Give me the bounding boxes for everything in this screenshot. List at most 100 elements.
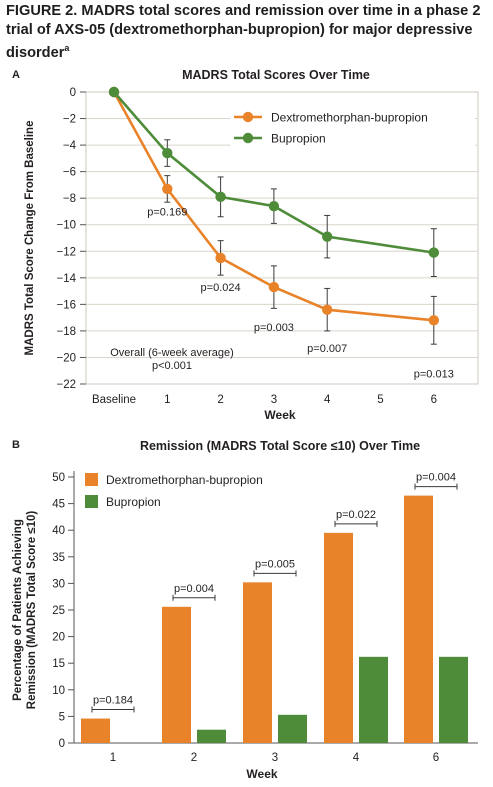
panel-a-pvalue-label: p=0.024 bbox=[201, 282, 241, 294]
panel-a-x-tick-label: 5 bbox=[377, 394, 383, 406]
panel-a-x-tick-label: 3 bbox=[271, 394, 277, 406]
panel-b-legend-label: Dextromethorphan-bupropion bbox=[106, 473, 263, 487]
panel-a-series bbox=[108, 86, 439, 345]
panel-b-bar bbox=[81, 718, 110, 743]
panel-a-pvalue-label: p=0.003 bbox=[254, 322, 294, 334]
panel-b-x-tick-label: 1 bbox=[110, 752, 116, 764]
panel-a-y-axis-label: MADRS Total Score Change From Baseline bbox=[24, 121, 36, 356]
panel-a-data-point bbox=[268, 281, 280, 293]
panel-b-x-tick-label: 3 bbox=[272, 752, 278, 764]
panel-a-x-tick-label: 1 bbox=[164, 394, 170, 406]
panel-a-y-tick-label: −22 bbox=[56, 379, 76, 391]
figure-title-footnote-mark: a bbox=[64, 43, 70, 53]
panel-a-x-tick-label: 4 bbox=[324, 394, 331, 406]
panel-a-x-tick-label: Baseline bbox=[92, 394, 136, 406]
panel-a-pvalue-label: p=0.007 bbox=[307, 343, 347, 355]
panel-a-overall-note: Overall (6-week average) bbox=[110, 347, 234, 359]
panel-a-baseline-point bbox=[108, 86, 120, 98]
panel-b-x-tick-label: 4 bbox=[353, 752, 360, 764]
panel-a-y-tick-label: −10 bbox=[56, 220, 76, 232]
panel-a-label: A bbox=[12, 69, 20, 81]
panel-a-data-point bbox=[428, 247, 439, 258]
panel-a-x-axis-label: Week bbox=[264, 408, 295, 422]
panel-a-overall-p: p<0.001 bbox=[152, 360, 192, 372]
figure-title: FIGURE 2. MADRS total scores and remissi… bbox=[6, 3, 481, 61]
panel-b-bar bbox=[162, 606, 191, 743]
panel-b-legend-label: Bupropion bbox=[106, 495, 161, 509]
panel-a-legend-swatch-marker bbox=[242, 111, 254, 123]
panel-b-pvalue-label: p=0.005 bbox=[255, 558, 295, 570]
panel-b-y-tick-label: 5 bbox=[59, 711, 65, 723]
panel-a-data-point bbox=[322, 304, 333, 315]
panel-b-pvalue-label: p=0.004 bbox=[174, 583, 214, 595]
panel-a-series-line bbox=[112, 91, 434, 322]
panel-a-y-tick-label: −6 bbox=[63, 167, 76, 179]
panel-b-y-axis: 0 5 10 15 20 25 30 35 40 45 50 bbox=[52, 471, 75, 750]
panel-a-series-line bbox=[113, 91, 434, 254]
panel-b-legend-swatch bbox=[85, 495, 98, 508]
panel-a-grid bbox=[86, 118, 478, 358]
panel-b-legend-swatch bbox=[85, 473, 98, 486]
panel-a-pvalue-label: p=0.169 bbox=[147, 206, 187, 218]
panel-b-y-tick-label: 50 bbox=[52, 472, 65, 484]
panel-b-pvalue-label: p=0.184 bbox=[93, 695, 133, 707]
panel-b-y-tick-label: 0 bbox=[59, 738, 65, 750]
panel-b: B Remission (MADRS Total Score ≤10) Over… bbox=[12, 439, 478, 781]
panel-b-pvalues: p=0.184 p=0.004 p=0.005 p=0.022 p=0.004 bbox=[91, 472, 458, 713]
panel-a-annotations: p=0.169 p=0.024 p=0.003 p=0.007 p=0.013 bbox=[147, 206, 454, 380]
panel-b-pvalue-label: p=0.004 bbox=[416, 472, 456, 484]
panel-a-y-tick-label: −8 bbox=[63, 193, 76, 205]
panel-a-y-tick-label: −16 bbox=[56, 299, 76, 311]
panel-a-data-point bbox=[215, 191, 226, 203]
panel-a-y-tick-label: −2 bbox=[63, 114, 76, 126]
panel-a-legend-label: Bupropion bbox=[271, 132, 326, 146]
panel-a-y-tick-label: −4 bbox=[63, 140, 77, 152]
panel-b-y-tick-label: 30 bbox=[52, 578, 65, 590]
panel-a-y-tick-label: −12 bbox=[56, 246, 76, 258]
panel-b-title: Remission (MADRS Total Score ≤10) Over T… bbox=[140, 439, 420, 453]
panel-a-legend-label: Dextromethorphan-bupropion bbox=[271, 111, 428, 125]
panel-b-bar bbox=[404, 495, 433, 743]
panel-a-data-point bbox=[428, 315, 439, 326]
panel-a-legend-swatch-marker bbox=[242, 132, 254, 144]
panel-a-y-axis: 0 −2 −4 −6 −8 −10 −12 −14 −16 −18 −20 −22 bbox=[56, 87, 86, 391]
panel-b-y-tick-label: 10 bbox=[52, 685, 65, 697]
panel-b-x-axis-label: Week bbox=[246, 767, 277, 781]
panel-a-y-tick-label: −14 bbox=[56, 273, 76, 285]
panel-a-legend-background bbox=[230, 104, 475, 150]
panel-a-x-axis: Baseline 1 2 3 4 5 6 bbox=[92, 394, 437, 406]
panel-a-data-point bbox=[322, 231, 333, 242]
panel-a-pvalue-label: p=0.013 bbox=[414, 368, 454, 380]
panel-b-label: B bbox=[12, 439, 20, 451]
panel-a-data-point bbox=[215, 252, 226, 264]
panel-b-x-tick-label: 6 bbox=[433, 752, 439, 764]
panel-a-data-point bbox=[268, 200, 280, 212]
panel-b-y-tick-label: 40 bbox=[52, 525, 65, 537]
panel-b-y-axis-label-line2: Remission (MADRS Total Score ≤10) bbox=[26, 511, 38, 710]
panel-b-y-axis-label-line1: Percentage of Patients Achieving bbox=[12, 519, 24, 701]
panel-b-x-tick-label: 2 bbox=[191, 752, 197, 764]
panel-b-y-tick-label: 35 bbox=[52, 552, 65, 564]
panel-a: A MADRS Total Scores Over Time 0 −2 −4 −6 −8… bbox=[12, 68, 479, 422]
panel-b-y-tick-label: 15 bbox=[52, 658, 65, 670]
panel-a-data-point bbox=[162, 183, 173, 195]
panel-b-bar bbox=[278, 714, 307, 743]
panel-a-x-tick-label: 2 bbox=[217, 394, 223, 406]
panel-b-bar bbox=[243, 582, 272, 743]
panel-b-bars bbox=[81, 495, 468, 743]
panel-a-y-tick-label: −18 bbox=[56, 326, 76, 338]
panel-a-y-tick-label: 0 bbox=[70, 87, 76, 99]
panel-b-y-tick-label: 20 bbox=[52, 632, 65, 644]
panel-a-title: MADRS Total Scores Over Time bbox=[182, 68, 370, 82]
panel-b-pvalue-label: p=0.022 bbox=[336, 509, 376, 521]
panel-b-bar bbox=[324, 532, 353, 743]
panel-a-x-tick-label: 6 bbox=[431, 394, 437, 406]
panel-b-bar bbox=[439, 656, 468, 743]
panel-b-y-tick-label: 25 bbox=[52, 605, 65, 617]
panel-b-x-axis: 1 2 3 4 6 bbox=[74, 742, 478, 764]
panel-b-y-tick-label: 45 bbox=[52, 499, 65, 511]
panel-a-data-point bbox=[162, 147, 173, 159]
panel-a-y-tick-label: −20 bbox=[56, 352, 76, 364]
panel-b-legend: Dextromethorphan-bupropion Bupropion bbox=[85, 473, 263, 509]
